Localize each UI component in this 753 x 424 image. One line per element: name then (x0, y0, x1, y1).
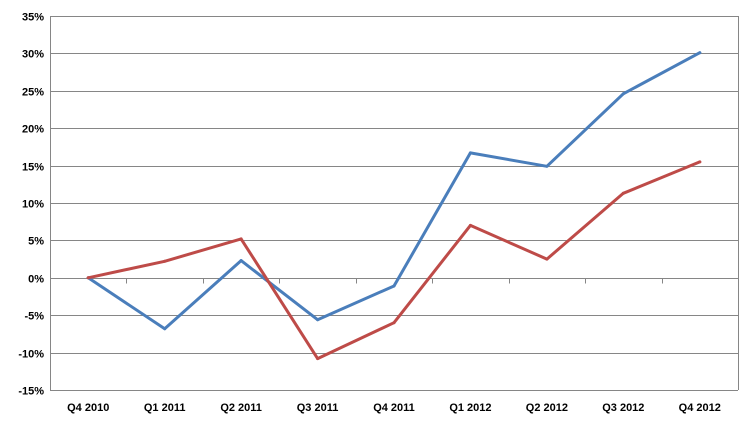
y-tick-label: -15% (18, 386, 44, 398)
series-2-point (621, 191, 625, 195)
x-tick-label: Q4 2012 (679, 402, 721, 414)
series-2-point (545, 257, 549, 261)
series-2-point (163, 259, 167, 263)
y-tick-label: -5% (24, 311, 44, 323)
x-tick-label: Q1 2012 (449, 402, 491, 414)
series-1-point (621, 92, 625, 96)
series-2-point (316, 357, 320, 361)
series-2-point (698, 160, 702, 164)
x-tick-label: Q4 2011 (373, 402, 415, 414)
x-tick-label: Q2 2011 (220, 402, 262, 414)
x-tick-label: Q3 2011 (297, 402, 339, 414)
series-1-point (392, 284, 396, 288)
y-tick-label: 5% (28, 236, 44, 248)
x-tick-label: Q2 2012 (526, 402, 568, 414)
series-2-point (392, 321, 396, 325)
series-2-point (468, 223, 472, 227)
series-1-point (698, 51, 702, 55)
y-tick-label: 30% (22, 49, 44, 61)
x-tick-label: Q1 2011 (144, 402, 186, 414)
y-tick-label: 15% (22, 162, 44, 174)
y-tick-label: 25% (22, 87, 44, 99)
x-tick-label: Q3 2012 (602, 402, 644, 414)
y-tick-label: 10% (22, 199, 44, 211)
series-1-point (239, 259, 243, 263)
series-1-point (545, 164, 549, 168)
y-tick-label: 0% (28, 274, 44, 286)
y-tick-label: 20% (22, 124, 44, 136)
axes (50, 16, 739, 390)
gridlines (50, 16, 738, 391)
y-tick-label: 35% (22, 12, 44, 24)
series-1-point (163, 327, 167, 331)
x-axis-tick-labels: Q4 2010 Q1 2011 Q2 2011 Q3 2011 Q4 2011 Q1 20… (67, 402, 721, 414)
series-2-point (86, 276, 90, 280)
series-1-point (316, 318, 320, 322)
series-line-2 (86, 160, 702, 361)
y-axis-tick-labels: 35% 30% 25% 20% 15% 10% 5% 0% -5% -10% -15% (18, 12, 44, 398)
x-tick-label: Q4 2010 (67, 402, 109, 414)
series-2-point (239, 237, 243, 241)
y-tick-label: -10% (18, 349, 44, 361)
series-1-point (468, 151, 472, 155)
data-series (86, 51, 702, 361)
